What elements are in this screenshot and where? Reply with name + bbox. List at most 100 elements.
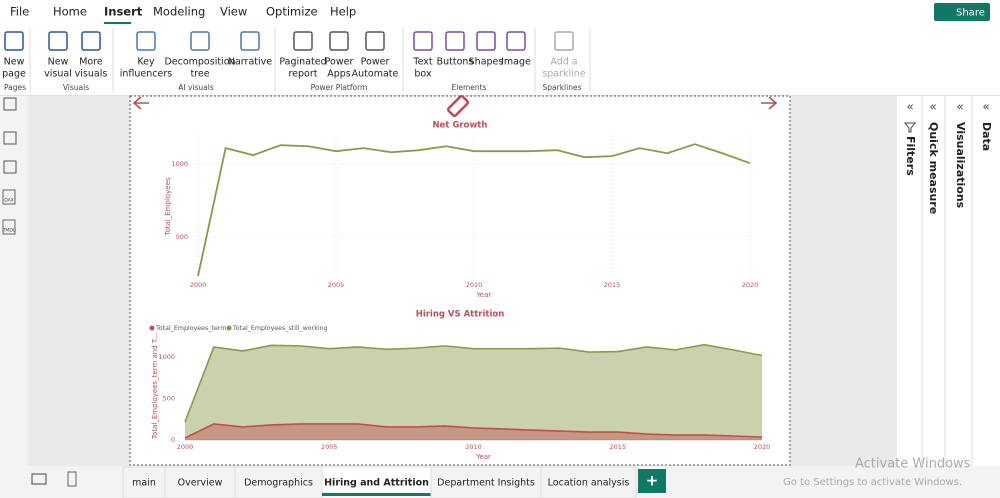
ribbon-button-label[interactable]: influencers <box>120 69 173 80</box>
ribbon-icon[interactable] <box>136 31 156 51</box>
rail-icon[interactable] <box>3 160 17 174</box>
ribbon-button-label[interactable]: Automate <box>352 69 399 80</box>
ribbon-button-label[interactable]: Shapes <box>469 57 504 68</box>
ribbon-group-label: Elements <box>452 83 487 92</box>
x-tick-label: 2020 <box>742 281 759 289</box>
x-tick-label: 2005 <box>321 443 338 451</box>
left-rail <box>0 96 28 466</box>
menu-item[interactable]: View <box>220 5 247 19</box>
ribbon-icon[interactable] <box>48 31 68 51</box>
ribbon-icon[interactable] <box>365 31 385 51</box>
ribbon-button-label[interactable]: Decomposition <box>164 57 235 68</box>
legend-label: Total_Employees_term <box>155 325 226 332</box>
rail-icon[interactable] <box>2 189 16 205</box>
y-axis-label: Total_Employees <box>164 177 172 237</box>
pane-chevron[interactable]: « <box>906 100 913 114</box>
ribbon-button-label[interactable]: Narrative <box>228 57 272 68</box>
next-arrow[interactable] <box>761 96 778 110</box>
view-icon[interactable] <box>67 471 77 487</box>
ribbon-button-label[interactable]: More <box>79 57 103 68</box>
share-label: Share <box>956 8 985 19</box>
ribbon-button-label[interactable]: Key <box>137 57 155 68</box>
ribbon-icon[interactable] <box>445 31 465 51</box>
rail-icon-label: TMDL <box>2 228 16 234</box>
view-icon[interactable] <box>31 473 47 485</box>
ribbon-icon[interactable] <box>554 31 574 51</box>
ribbon-button-label[interactable]: Power <box>325 57 354 68</box>
ribbon-group-label: Power Platform <box>311 83 368 92</box>
x-tick-label: 2015 <box>609 443 626 451</box>
ribbon-icon[interactable] <box>329 31 349 51</box>
legend-label: Total_Employees_still_working <box>232 325 328 332</box>
ribbon-group-label: Visuals <box>63 83 89 92</box>
ribbon-button-label[interactable]: Image <box>501 57 531 68</box>
ribbon-button-label[interactable]: report <box>288 69 317 80</box>
ribbon-button-label[interactable]: Apps <box>327 69 351 80</box>
area <box>185 344 762 440</box>
ribbon-icon[interactable] <box>506 31 526 51</box>
ribbon-button-label[interactable]: Add a <box>550 57 577 68</box>
tab-label: Demographics <box>244 478 313 489</box>
filter-icon <box>903 122 917 133</box>
y-tick-label: 1000 <box>171 160 188 168</box>
menu-item[interactable]: Optimize <box>266 5 318 19</box>
page-tab[interactable] <box>234 466 323 498</box>
ribbon-icon[interactable] <box>4 31 24 51</box>
pane-title[interactable]: Filters <box>904 136 917 176</box>
ribbon-icon[interactable] <box>190 31 210 51</box>
ribbon-button-label[interactable]: Buttons <box>437 57 474 68</box>
pane-title[interactable]: Visualizations <box>954 122 967 209</box>
ribbon-button-label[interactable]: Power <box>361 57 390 68</box>
page-tab[interactable] <box>430 466 542 498</box>
page-tab[interactable] <box>321 466 432 498</box>
x-tick-label: 2020 <box>754 443 771 451</box>
ribbon-button-label[interactable]: visual <box>44 69 72 80</box>
ribbon-button-label[interactable]: New <box>48 57 69 68</box>
ribbon-icon[interactable] <box>81 31 101 51</box>
ribbon-button-label[interactable]: visuals <box>75 69 108 80</box>
page-tab[interactable] <box>164 466 236 498</box>
ribbon-icon[interactable] <box>293 31 313 51</box>
menu-item[interactable]: File <box>10 5 29 19</box>
ribbon-icon[interactable] <box>476 31 496 51</box>
rail-icon[interactable] <box>2 219 16 235</box>
ribbon-group-label: AI visuals <box>178 83 214 92</box>
page-tab[interactable] <box>122 466 166 498</box>
rail-icon[interactable] <box>3 97 17 111</box>
ribbon-button-label[interactable]: box <box>414 69 432 80</box>
tab-label: main <box>132 478 156 489</box>
ribbon-button-label[interactable]: tree <box>190 69 209 80</box>
pane-chevron[interactable]: « <box>929 100 936 114</box>
page-icon <box>446 94 470 118</box>
x-tick-label: 2010 <box>466 281 483 289</box>
chart-title: Net Growth <box>433 121 488 131</box>
add-tab-button[interactable] <box>638 469 666 493</box>
ribbon-icon[interactable] <box>240 31 260 51</box>
pane-chevron[interactable]: « <box>956 100 963 114</box>
ribbon-group-label: Sparklines <box>543 83 582 92</box>
back-arrow[interactable] <box>132 96 149 110</box>
ribbon-button-label[interactable]: Paginated <box>279 57 326 68</box>
ribbon-icon[interactable] <box>413 31 433 51</box>
tab-label: Hiring and Attrition <box>324 478 429 489</box>
ribbon-button-label[interactable]: New <box>4 57 25 68</box>
ribbon-button-label[interactable]: Text <box>412 57 432 68</box>
rail-icon[interactable] <box>3 131 17 145</box>
y-tick-label: 1000 <box>158 353 175 361</box>
pane-title[interactable]: Quick measure <box>927 122 940 214</box>
report-page <box>129 95 791 466</box>
menu-item[interactable]: Insert <box>104 5 143 19</box>
tab-label: Department Insights <box>437 478 535 489</box>
menu-underline <box>104 22 131 24</box>
pane-title[interactable]: Data <box>980 122 993 151</box>
menu-item[interactable]: Modeling <box>153 5 205 19</box>
page-tab[interactable] <box>540 466 637 498</box>
menu-item[interactable]: Home <box>53 5 87 19</box>
pane-chevron[interactable]: « <box>982 100 989 114</box>
x-tick-label: 2005 <box>328 281 345 289</box>
add-tab-label: + <box>646 472 659 490</box>
ribbon-button-label[interactable]: sparkline <box>542 69 586 80</box>
menu-item[interactable]: Help <box>330 5 356 19</box>
ribbon-button-label[interactable]: page <box>2 69 26 80</box>
share-button[interactable] <box>934 3 990 21</box>
